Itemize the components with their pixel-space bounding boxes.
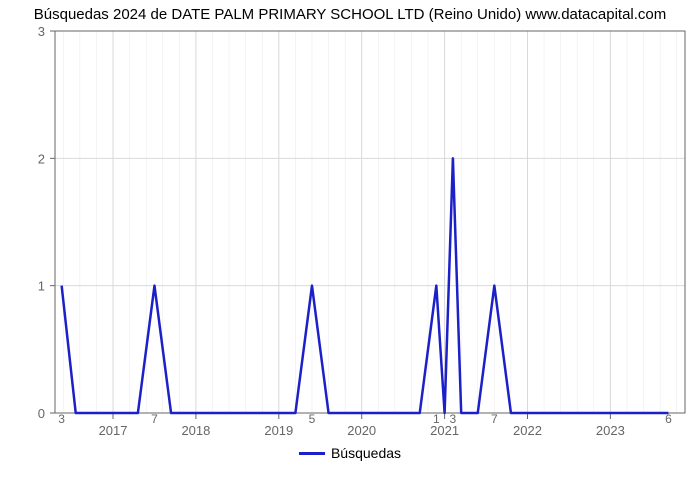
legend-label: Búsquedas — [331, 445, 401, 461]
line-chart: 012320172018201920202021202220233751376 — [0, 23, 700, 443]
svg-text:3: 3 — [58, 412, 65, 426]
svg-text:2023: 2023 — [596, 423, 625, 438]
svg-text:2019: 2019 — [264, 423, 293, 438]
svg-text:3: 3 — [38, 24, 45, 39]
svg-text:2022: 2022 — [513, 423, 542, 438]
svg-text:2020: 2020 — [347, 423, 376, 438]
svg-text:2: 2 — [38, 151, 45, 166]
svg-text:2017: 2017 — [99, 423, 128, 438]
svg-text:1: 1 — [38, 279, 45, 294]
legend-swatch — [299, 452, 325, 455]
svg-text:6: 6 — [665, 412, 672, 426]
chart-container: Búsquedas 2024 de DATE PALM PRIMARY SCHO… — [0, 0, 700, 500]
svg-text:0: 0 — [38, 406, 45, 421]
svg-text:7: 7 — [151, 412, 158, 426]
svg-text:5: 5 — [309, 412, 316, 426]
legend: Búsquedas — [0, 445, 700, 461]
chart-title: Búsquedas 2024 de DATE PALM PRIMARY SCHO… — [0, 0, 700, 23]
svg-text:3: 3 — [450, 412, 457, 426]
svg-text:7: 7 — [491, 412, 498, 426]
svg-text:2018: 2018 — [181, 423, 210, 438]
svg-text:1: 1 — [433, 412, 440, 426]
